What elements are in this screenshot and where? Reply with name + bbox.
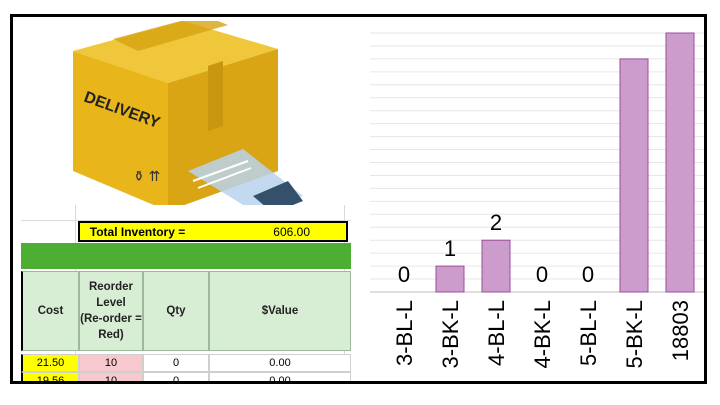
x-tick-label: 5-BL-L [576, 300, 601, 366]
x-tick-label: 3-BL-L [392, 300, 417, 366]
data-label: 0 [536, 262, 548, 287]
x-tick-label: 4-BL-L [484, 300, 509, 366]
cost-cell[interactable]: 21.50 [21, 354, 79, 372]
inventory-bar-chart: 0 3-BL-L 1 3-BK-L 2 4-BL-L 0 4-BK-L 0 5-BL-L 5-BK-… [370, 32, 704, 368]
reorder-cell[interactable]: 10 [79, 354, 143, 372]
cost-cell[interactable]: 19.56 [21, 372, 79, 381]
bar [619, 58, 649, 293]
x-tick-label: 18803 [668, 300, 693, 361]
slide-frame: DELIVERY ⚱ ⇈ Total Inventory = 606.00 Co… [10, 14, 707, 384]
cardboard-box-icon: DELIVERY ⚱ ⇈ [73, 21, 303, 213]
bar [665, 32, 695, 293]
total-inventory-value: 606.00 [273, 224, 310, 239]
inventory-sheet: Total Inventory = 606.00 Cost Reorder Le… [21, 205, 351, 381]
x-tick-label: 4-BK-L [530, 300, 555, 368]
value-cell[interactable]: 0.00 [209, 354, 351, 372]
qty-header: Qty [143, 271, 209, 351]
x-tick-label: 3-BK-L [438, 300, 463, 368]
fragile-icon: ⚱ ⇈ [133, 168, 160, 184]
section-band [21, 243, 351, 269]
total-inventory-label: Total Inventory = [89, 224, 186, 239]
cost-header: Cost [21, 271, 79, 351]
data-label: 1 [444, 236, 456, 261]
total-inventory-row: Total Inventory = 606.00 [78, 221, 348, 242]
data-label: 2 [490, 210, 502, 235]
qty-cell[interactable]: 0 [143, 372, 209, 381]
data-label: 0 [398, 262, 410, 287]
value-cell[interactable]: 0.00 [209, 372, 351, 381]
data-label: 0 [582, 262, 594, 287]
value-header: $Value [209, 271, 351, 351]
qty-cell[interactable]: 0 [143, 354, 209, 372]
x-tick-label: 5-BK-L [622, 300, 647, 368]
bar [435, 265, 465, 293]
reorder-level-header: Reorder Level (Re-order = Red) [79, 271, 143, 351]
bar [481, 239, 511, 293]
reorder-cell[interactable]: 10 [79, 372, 143, 381]
